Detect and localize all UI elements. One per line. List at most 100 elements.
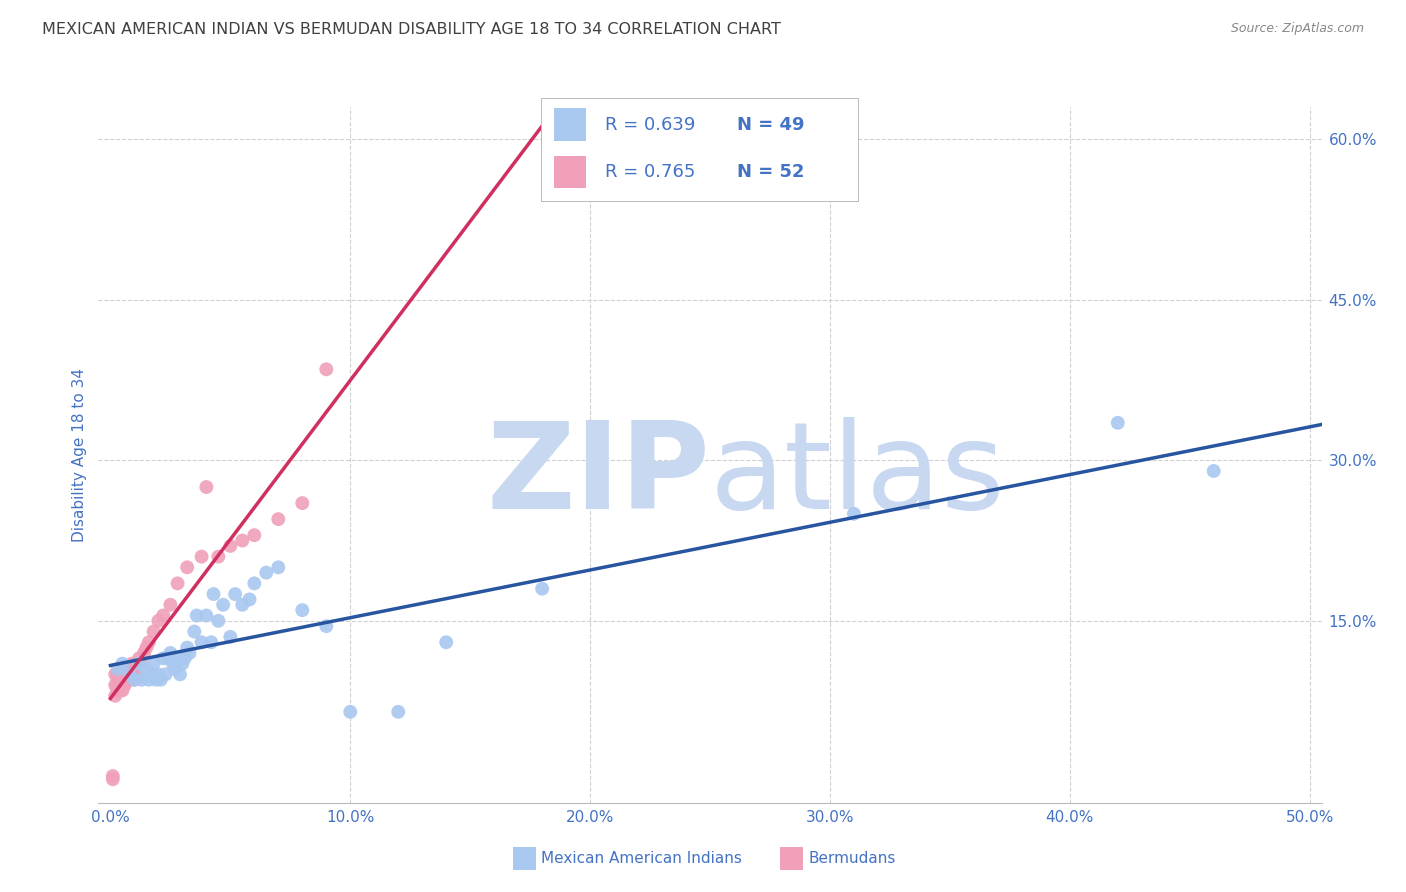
Point [104,667,127,681]
Point [387,705,409,719]
Point [115,673,138,687]
Point [267,560,290,574]
Point [842,507,865,521]
Point [315,619,337,633]
Point [148,614,170,628]
Point [159,598,181,612]
Point [138,673,160,687]
Point [114,673,136,687]
Y-axis label: Disability Age 18 to 34: Disability Age 18 to 34 [72,368,87,542]
Point [166,651,188,665]
Bar [554,108,586,141]
Point [254,566,277,580]
Text: Bermudans: Bermudans [808,852,896,866]
Point [118,673,141,687]
Point [166,576,188,591]
Point [339,705,361,719]
Point [152,651,174,665]
Point [135,662,157,676]
Point [172,657,194,671]
Point [195,608,218,623]
Point [1202,464,1225,478]
Point [434,635,457,649]
Point [108,678,131,692]
Point [207,549,229,564]
Point [115,662,138,676]
Point [128,657,150,671]
Point [135,640,157,655]
Point [104,678,127,692]
Point [111,662,134,676]
Point [114,678,136,692]
Point [107,667,129,681]
Point [291,496,314,510]
Text: atlas: atlas [710,417,1005,534]
Point [159,646,181,660]
Point [142,657,165,671]
Point [165,662,187,676]
Point [104,689,127,703]
Point [107,683,129,698]
Point [108,683,131,698]
Point [138,635,160,649]
Point [202,587,225,601]
Text: Source: ZipAtlas.com: Source: ZipAtlas.com [1230,22,1364,36]
Point [115,667,138,681]
Point [176,560,198,574]
Point [124,673,146,687]
Point [190,549,212,564]
Point [152,608,174,623]
Point [124,662,146,676]
Point [141,667,163,681]
Point [219,539,242,553]
Point [118,667,141,681]
Point [107,678,129,692]
Point [238,592,260,607]
Text: N = 52: N = 52 [738,163,806,181]
Point [107,673,129,687]
Point [200,635,222,649]
Point [114,667,136,681]
Point [207,614,229,628]
Point [111,667,134,681]
Point [212,598,235,612]
Point [121,667,143,681]
Point [291,603,314,617]
Point [315,362,337,376]
Point [1107,416,1129,430]
Text: N = 49: N = 49 [738,116,806,134]
Point [128,651,150,665]
Text: R = 0.765: R = 0.765 [605,163,695,181]
Point [531,582,554,596]
Point [243,576,266,591]
Point [111,683,134,698]
Point [156,651,179,665]
Point [114,662,136,676]
Point [173,651,195,665]
Point [132,646,155,660]
Point [267,512,290,526]
Point [162,657,184,671]
Text: MEXICAN AMERICAN INDIAN VS BERMUDAN DISABILITY AGE 18 TO 34 CORRELATION CHART: MEXICAN AMERICAN INDIAN VS BERMUDAN DISA… [42,22,782,37]
Point [179,646,201,660]
Point [231,598,253,612]
Point [169,667,191,681]
Point [111,673,134,687]
Point [107,662,129,676]
Point [118,662,141,676]
Point [111,678,134,692]
Text: R = 0.639: R = 0.639 [605,116,695,134]
Point [190,635,212,649]
Point [108,673,131,687]
Point [145,673,167,687]
Point [131,673,153,687]
Point [148,667,170,681]
Point [124,673,146,687]
Point [125,667,148,681]
Point [131,657,153,671]
Point [101,769,124,783]
Point [149,673,172,687]
Point [121,657,143,671]
Point [101,772,124,787]
Point [108,667,131,681]
